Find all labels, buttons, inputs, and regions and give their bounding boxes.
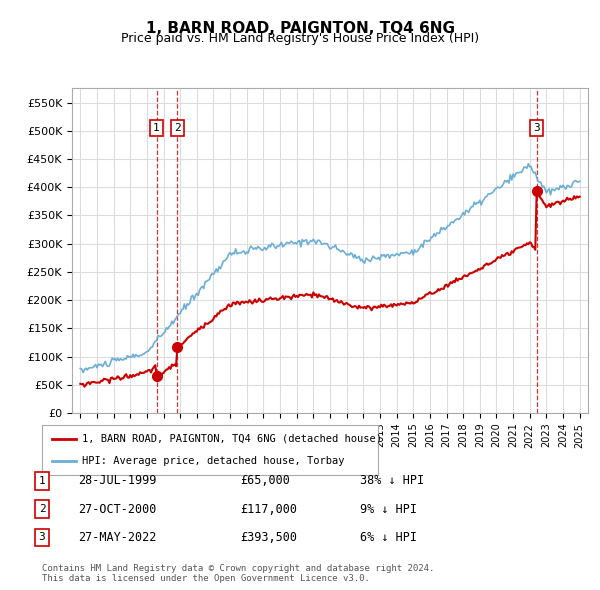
Text: Price paid vs. HM Land Registry's House Price Index (HPI): Price paid vs. HM Land Registry's House … bbox=[121, 32, 479, 45]
Text: HPI: Average price, detached house, Torbay: HPI: Average price, detached house, Torb… bbox=[82, 456, 345, 466]
Text: £393,500: £393,500 bbox=[240, 531, 297, 544]
Text: 27-MAY-2022: 27-MAY-2022 bbox=[78, 531, 157, 544]
Text: 1: 1 bbox=[38, 476, 46, 486]
Text: £65,000: £65,000 bbox=[240, 474, 290, 487]
Text: 27-OCT-2000: 27-OCT-2000 bbox=[78, 503, 157, 516]
Text: 6% ↓ HPI: 6% ↓ HPI bbox=[360, 531, 417, 544]
Text: 1: 1 bbox=[153, 123, 160, 133]
Text: 1, BARN ROAD, PAIGNTON, TQ4 6NG (detached house): 1, BARN ROAD, PAIGNTON, TQ4 6NG (detache… bbox=[82, 434, 382, 444]
Text: £117,000: £117,000 bbox=[240, 503, 297, 516]
Text: 3: 3 bbox=[533, 123, 540, 133]
Text: 3: 3 bbox=[38, 533, 46, 542]
Text: 2: 2 bbox=[174, 123, 181, 133]
Text: 28-JUL-1999: 28-JUL-1999 bbox=[78, 474, 157, 487]
Text: 1, BARN ROAD, PAIGNTON, TQ4 6NG: 1, BARN ROAD, PAIGNTON, TQ4 6NG bbox=[146, 21, 455, 35]
Text: 38% ↓ HPI: 38% ↓ HPI bbox=[360, 474, 424, 487]
Text: 2: 2 bbox=[38, 504, 46, 514]
Text: 9% ↓ HPI: 9% ↓ HPI bbox=[360, 503, 417, 516]
Text: Contains HM Land Registry data © Crown copyright and database right 2024.
This d: Contains HM Land Registry data © Crown c… bbox=[42, 563, 434, 583]
